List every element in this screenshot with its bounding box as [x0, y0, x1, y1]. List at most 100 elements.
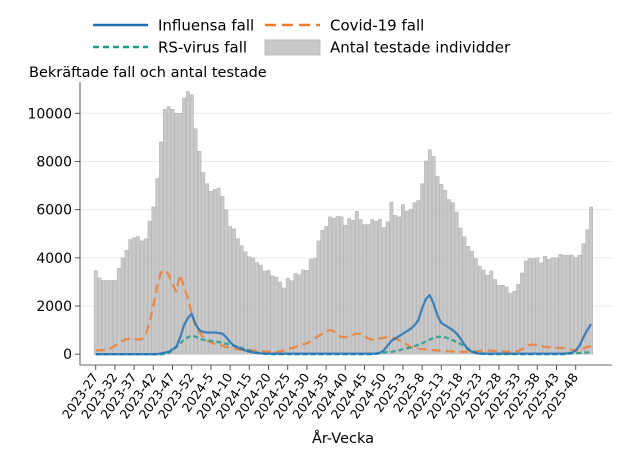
bar-tested [443, 190, 448, 355]
bar-tested [570, 254, 574, 355]
bar-tested [347, 218, 352, 355]
bar-tested [397, 216, 402, 355]
bar-tested [420, 183, 425, 355]
bar-tested [132, 237, 137, 355]
bar-tested [243, 251, 248, 355]
bar-tested [566, 254, 570, 355]
bar-tested [589, 206, 594, 355]
bar-tested [155, 178, 160, 355]
bar-tested [228, 226, 233, 355]
y-tick-label: 10000 [27, 106, 72, 122]
bar-tested [216, 187, 221, 355]
bar-tested [527, 258, 532, 355]
y-tick-label: 6000 [36, 203, 72, 219]
bar-tested [312, 258, 317, 355]
bar-tested [450, 202, 455, 355]
bar-tested [239, 245, 244, 355]
line-influensa [95, 294, 593, 356]
bar-tested [435, 175, 440, 355]
bar-tested [573, 257, 578, 355]
bar-tested [562, 255, 567, 355]
bar-tested [378, 219, 382, 355]
bar-tested [166, 106, 171, 355]
legend-label-rsv: RS-virus fall [158, 39, 247, 57]
bar-tested [151, 206, 156, 355]
bar-tested [293, 273, 298, 355]
bar-tested [558, 253, 563, 355]
bar-tested [197, 151, 202, 355]
bar-tested [585, 229, 590, 355]
bar-tested [128, 239, 133, 355]
bar-tested [159, 141, 163, 355]
y-tick-label: 0 [63, 347, 72, 363]
bar-tested [401, 204, 405, 355]
bar-tested [143, 238, 148, 355]
bar-tested [543, 255, 547, 355]
bar-tested [447, 199, 451, 355]
bar-tested [416, 200, 421, 355]
bar-tested [485, 274, 490, 355]
bar-tested [493, 279, 498, 355]
bar-tested [500, 285, 505, 355]
bar-tested [474, 258, 478, 355]
series-lines [95, 268, 593, 356]
line-covid [95, 268, 592, 353]
bar-tested [212, 189, 217, 355]
bar-tested [224, 209, 229, 355]
bar-tested [201, 172, 206, 355]
bar-tested [266, 270, 271, 355]
bar-tested [162, 108, 167, 355]
bar-tested [178, 113, 183, 355]
bar-tested [232, 228, 236, 355]
bar-tested [93, 270, 98, 355]
bar-tested [374, 220, 378, 355]
bar-tested [328, 216, 332, 355]
legend: Influensa fall Covid-19 fall RS-virus fall… [93, 17, 511, 57]
bar-tested [520, 272, 524, 355]
y-tick-label: 8000 [36, 154, 72, 170]
bar-tested [258, 264, 263, 355]
bar-tested [577, 254, 582, 355]
bar-tested [523, 260, 528, 355]
bar-tested [282, 287, 286, 355]
legend-label-tested: Antal testade individder [330, 39, 511, 57]
bar-tested [466, 246, 471, 355]
legend-label-covid: Covid-19 fall [330, 17, 424, 35]
bar-tested [170, 108, 175, 355]
bar-tested [462, 236, 467, 355]
bar-tested [412, 202, 417, 355]
bar-tested [205, 183, 210, 355]
bar-tested [512, 291, 517, 355]
bar-tested [424, 160, 428, 355]
bar-tested [247, 256, 252, 355]
bar-tested [427, 149, 432, 355]
bar-tested [535, 257, 540, 355]
bar-tested [470, 251, 474, 355]
bar-tested [109, 280, 114, 355]
bar-tested [343, 225, 348, 355]
bar-tested [270, 275, 275, 355]
bar-tested [301, 269, 306, 355]
bar-tested [497, 285, 501, 355]
bar-tested [489, 270, 494, 355]
bar-tested [335, 216, 340, 355]
bar-tested [339, 216, 344, 355]
bar-tested [531, 258, 536, 355]
bar-tested [136, 236, 140, 355]
bar-tested [182, 97, 186, 355]
bar-tested [297, 274, 302, 355]
y-tick-label: 2000 [36, 299, 72, 315]
bar-tested [393, 214, 398, 355]
bar-tested [139, 240, 144, 355]
bar-tested [189, 94, 194, 355]
bar-tested [554, 257, 559, 355]
bar-tested [504, 286, 509, 355]
bar-tested [539, 262, 544, 355]
bar-tested [278, 281, 282, 355]
bar-tested [550, 257, 555, 355]
bar-tested [389, 201, 394, 355]
bar-tested [370, 219, 375, 355]
y-tick-label: 4000 [36, 251, 72, 267]
bar-tested [220, 196, 225, 355]
